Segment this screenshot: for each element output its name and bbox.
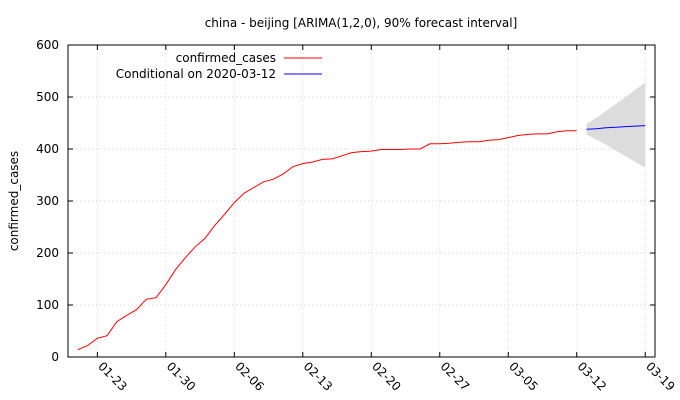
chart-title: china - beijing [ARIMA(1,2,0), 90% forec… — [205, 16, 518, 30]
y-tick-label: 500 — [36, 90, 59, 104]
x-tick-label: 01-23 — [95, 359, 130, 394]
y-tick-label: 600 — [36, 38, 59, 52]
series-line-1 — [586, 125, 646, 130]
legend: confirmed_cases Conditional on 2020-03-12 — [116, 51, 322, 81]
legend-label: confirmed_cases — [176, 51, 276, 65]
x-tick-label: 03-05 — [506, 359, 541, 394]
grid-lines — [68, 45, 655, 357]
y-tick-label: 400 — [36, 142, 59, 156]
x-tick-label: 02-13 — [301, 359, 336, 394]
forecast-interval-area — [586, 82, 646, 168]
series-lines — [77, 125, 646, 351]
x-tick-label: 02-06 — [232, 359, 267, 394]
forecast-interval-band — [586, 82, 646, 168]
x-tick-label: 02-27 — [438, 359, 473, 394]
y-axis: 0 100 200 300 400 500 600 — [36, 38, 655, 364]
y-tick-label: 100 — [36, 298, 59, 312]
y-axis-label: confirmed_cases — [7, 151, 21, 251]
legend-label: Conditional on 2020-03-12 — [116, 67, 276, 81]
x-tick-label: 01-30 — [164, 359, 199, 394]
x-tick-label: 02-20 — [369, 359, 404, 394]
x-axis: 01-23 01-30 02-06 02-13 02-20 02-27 03-05 03-12… — [95, 45, 678, 394]
x-tick-label: 03-12 — [575, 359, 610, 394]
y-tick-label: 300 — [36, 194, 59, 208]
y-tick-label: 0 — [51, 350, 59, 364]
series-line-0 — [77, 130, 577, 351]
x-tick-label: 03-19 — [643, 359, 678, 394]
y-tick-label: 200 — [36, 246, 59, 260]
